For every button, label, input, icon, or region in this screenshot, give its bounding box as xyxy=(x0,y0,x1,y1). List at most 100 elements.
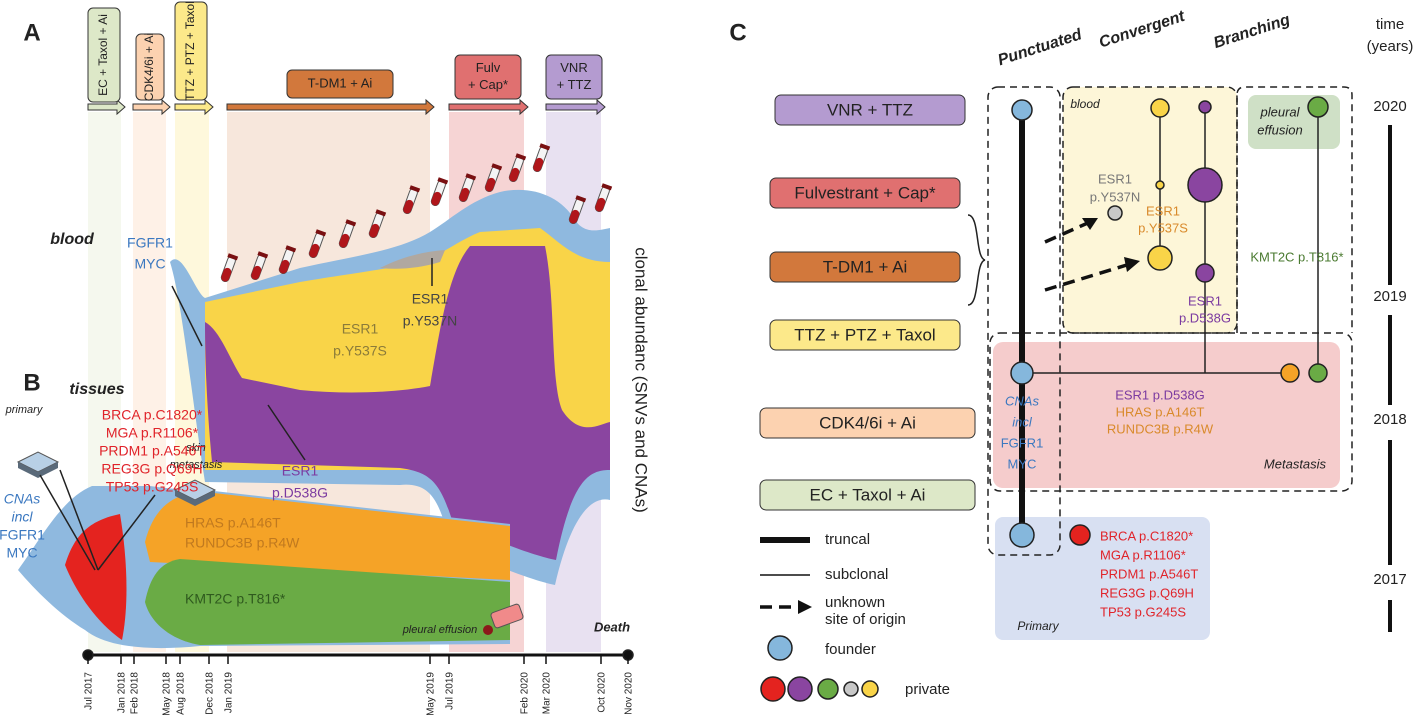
event-label: Death xyxy=(594,619,630,634)
legend-node xyxy=(861,680,879,698)
blood-draw-icon xyxy=(278,245,297,275)
mutation-label: MGA p.R1106* xyxy=(1100,547,1186,562)
mutation-label: REG3G p.Q69H xyxy=(101,461,202,477)
blood-draw-icon xyxy=(458,173,477,203)
treatment-arrow xyxy=(87,98,126,116)
blood-draw-icon xyxy=(484,163,503,193)
arrow-head xyxy=(798,600,812,614)
blood-draw-icon xyxy=(430,177,449,207)
legend-label: private xyxy=(905,681,950,698)
timeline-label: Jan 2018 xyxy=(117,672,128,714)
sample-label: pleural effusion xyxy=(402,624,478,636)
axis-label: time xyxy=(1376,16,1404,33)
timeline-label: Nov 2020 xyxy=(624,672,635,715)
clone-label: incl xyxy=(1012,414,1033,429)
treatment-label: CDK4/6i + Ai xyxy=(819,413,916,432)
clone-label: ESR1 xyxy=(1146,203,1180,218)
blood-draw-icon xyxy=(338,219,357,249)
clone-label: FGFR1 xyxy=(1001,435,1044,450)
tube-part xyxy=(251,265,262,280)
compartment-label: pleural xyxy=(1259,104,1300,119)
blood-draw-icon xyxy=(308,229,327,259)
legend-node xyxy=(817,678,839,700)
clone-label: ESR1 xyxy=(412,291,449,307)
clone-label: MYC xyxy=(6,545,37,561)
compartment-label: tissues xyxy=(69,381,124,398)
clone-label: MYC xyxy=(1008,456,1037,471)
tube-part xyxy=(409,185,421,193)
timeline-label: Aug 2018 xyxy=(176,672,187,715)
tube-part xyxy=(533,157,544,172)
kmt2c-clone xyxy=(145,559,510,645)
sample-label: primary xyxy=(5,404,44,416)
clone-label: CNAs xyxy=(1005,393,1039,408)
clone-label: p.D538G xyxy=(1179,310,1231,325)
connector xyxy=(39,474,96,571)
metastasis-clone xyxy=(145,492,510,580)
timeline-label: Jul 2019 xyxy=(445,672,456,710)
tube-part xyxy=(403,199,414,214)
founder-node xyxy=(767,635,793,661)
tube-part xyxy=(601,183,613,191)
tube-part xyxy=(465,173,477,181)
timeline-label: Feb 2018 xyxy=(130,672,141,715)
tube-part xyxy=(485,177,496,192)
panel-letter: C xyxy=(729,19,746,46)
sample-label: skin xyxy=(186,442,206,454)
blood-draw-icon xyxy=(568,195,587,225)
treatment-box xyxy=(759,407,976,439)
year-label: 2018 xyxy=(1373,411,1406,428)
pattern-label: Punctuated xyxy=(996,26,1085,69)
mutation-label: RUNDC3B p.R4W xyxy=(1107,421,1214,436)
treatment-label: Fulv xyxy=(476,60,501,75)
clone-node xyxy=(1308,363,1328,383)
clone-label: p.Y537N xyxy=(1090,189,1141,204)
treatment-label: + Cap* xyxy=(468,77,508,92)
tube-part xyxy=(227,253,239,261)
connector xyxy=(267,404,306,461)
legend-node xyxy=(760,676,786,702)
treatment-box xyxy=(759,479,976,511)
founder-node xyxy=(1010,361,1034,385)
tube-part xyxy=(279,259,290,274)
clone-label: FGFR1 xyxy=(127,235,173,251)
clone-label: ESR1 xyxy=(342,321,379,337)
timeline-label: Mar 2020 xyxy=(542,672,553,715)
treatment-label: VNR + TTZ xyxy=(827,100,913,119)
connector xyxy=(59,469,99,571)
tube-part xyxy=(257,251,269,259)
treatment-box xyxy=(454,54,522,100)
treatment-arrow xyxy=(132,98,171,116)
tube-part xyxy=(539,143,551,151)
treatment-box xyxy=(286,69,394,99)
treatment-box xyxy=(174,1,208,101)
tube-part xyxy=(221,267,232,282)
compartment-label: effusion xyxy=(1257,122,1303,137)
tube-part xyxy=(509,167,520,182)
tissue-icon xyxy=(175,490,215,506)
treatment-label: T-DM1 + Ai xyxy=(308,75,373,90)
treatment-box xyxy=(769,319,961,351)
compartment-label: Primary xyxy=(1017,619,1059,633)
pattern-label: Convergent xyxy=(1097,8,1187,52)
legend-node xyxy=(787,676,813,702)
clone-label: MYC xyxy=(134,256,165,272)
treatment-arrow xyxy=(448,98,529,116)
timeline-label: Oct 2020 xyxy=(597,672,608,713)
founder-node xyxy=(1009,522,1035,548)
blood-draw-icon xyxy=(368,209,387,239)
clone-label: CNAs xyxy=(4,491,41,507)
clone-label: p.Y537N xyxy=(403,313,457,329)
blood-draw-icon xyxy=(250,251,269,281)
tube-part xyxy=(515,153,527,161)
blood-draw-icon xyxy=(402,185,421,215)
treatment-label: Fulvestrant + Cap* xyxy=(794,183,936,202)
clone-label: ESR1 xyxy=(1098,171,1132,186)
panel-letter: A xyxy=(23,19,40,46)
esr1-d538g-clone xyxy=(205,246,610,560)
compartment-label: Metastasis xyxy=(1264,456,1327,471)
compartment-label: blood xyxy=(1070,97,1100,111)
mutation-label: PRDM1 p.A546T xyxy=(1100,566,1198,581)
flask-icon xyxy=(483,625,493,635)
primary-box xyxy=(995,517,1210,640)
